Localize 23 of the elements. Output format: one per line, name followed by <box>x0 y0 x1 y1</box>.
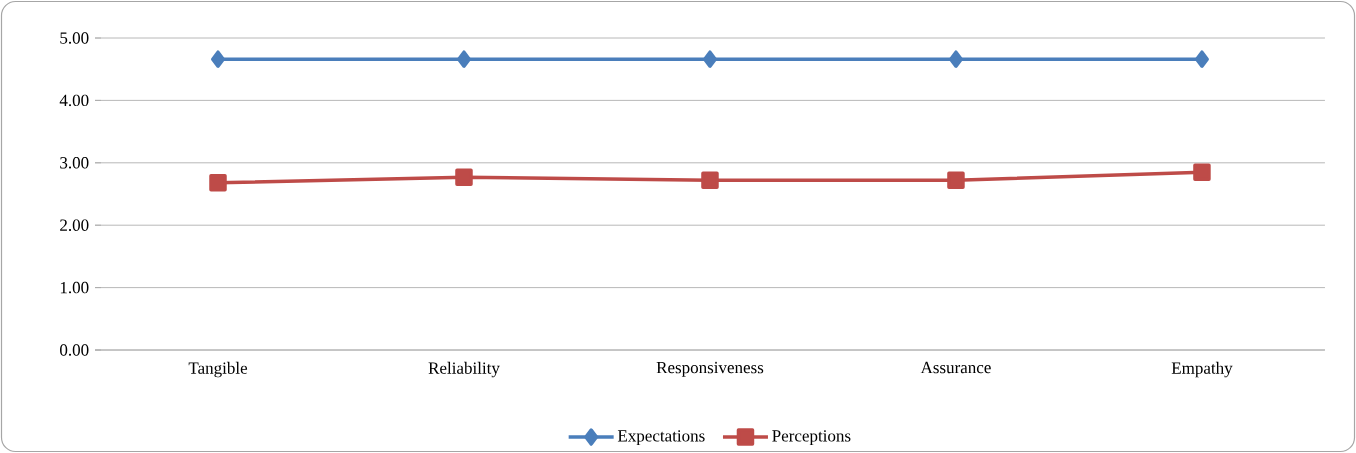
point <box>455 168 473 186</box>
point <box>211 50 225 68</box>
point <box>1193 163 1211 181</box>
point <box>947 171 965 190</box>
x-tick-label: Assurance <box>920 361 991 374</box>
y-tick-label: 5.00 <box>60 32 89 44</box>
legend-label: Perceptions <box>772 430 851 446</box>
point <box>456 50 471 68</box>
point <box>209 174 227 192</box>
x-tick-label: Tangible <box>188 361 248 378</box>
y-tick-label: 1.00 <box>60 281 89 294</box>
y-tick-label: 0.00 <box>60 344 89 356</box>
y-tick-label: 3.00 <box>60 157 89 169</box>
legend-label: Expectations <box>617 430 705 446</box>
y-tick-label: 4.00 <box>59 94 89 107</box>
y-tick-label: 2.00 <box>60 219 89 231</box>
point <box>702 50 717 68</box>
x-tick-label: Responsiveness <box>656 361 764 377</box>
x-tick-label: Empathy <box>1171 361 1233 378</box>
x-tick-label: Reliability <box>428 361 500 378</box>
point <box>701 171 719 190</box>
point <box>1194 50 1209 68</box>
point <box>948 50 963 68</box>
